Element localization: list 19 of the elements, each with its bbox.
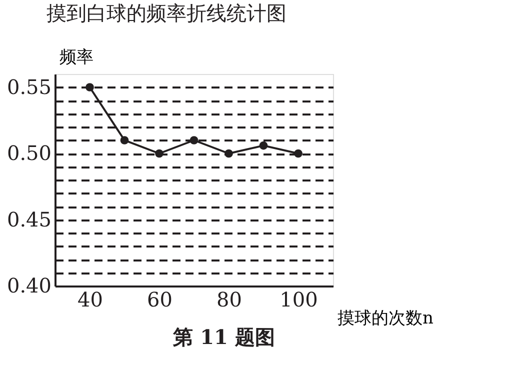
point	[224, 149, 233, 158]
point	[259, 141, 268, 150]
y-tick-label: 0.50	[6, 141, 52, 165]
x-axis-title: 摸球的次数n	[338, 308, 434, 328]
y-tick-label: 0.45	[6, 207, 52, 232]
point	[190, 136, 198, 144]
x-tick-label: 100	[280, 288, 318, 312]
x-tick-label: 40	[78, 288, 103, 312]
chart-title: 摸到白球的频率折线统计图	[46, 1, 286, 25]
point	[294, 149, 302, 158]
point	[120, 136, 129, 144]
y-tick-label: 0.55	[6, 74, 52, 99]
text: 第 11 题图	[172, 325, 275, 349]
x-tick-label: 60	[147, 288, 172, 312]
x-tick-label: 80	[216, 288, 242, 312]
y-tick-label: 0.40	[6, 274, 52, 298]
point	[155, 149, 164, 158]
y-axis-title: 频率	[60, 48, 94, 68]
point	[86, 83, 94, 92]
